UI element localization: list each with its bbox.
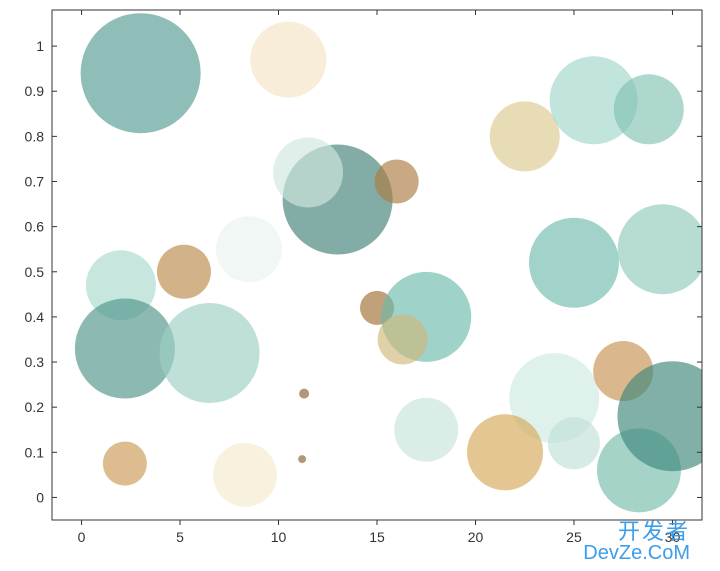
- bubble-21: [103, 442, 147, 486]
- bubble-chart: 0 5 10 15 20 25 30 0 0.1 0.2 0.3 0.4 0.5 0.6 0.7 0.8 0.9…: [0, 0, 720, 571]
- bubble-layer: [75, 13, 720, 512]
- x-tick-label: 0: [78, 529, 86, 545]
- bubble-22: [213, 443, 277, 507]
- y-tick-label: 0.8: [25, 128, 45, 144]
- y-tick-label: 0.3: [25, 354, 45, 370]
- bubble-1: [250, 22, 326, 98]
- x-tick-label: 5: [176, 529, 184, 545]
- chart-svg: 0 5 10 15 20 25 30 0 0.1 0.2 0.3 0.4 0.5 0.6 0.7 0.8 0.9…: [0, 0, 720, 571]
- bubble-10: [216, 216, 282, 282]
- bubble-25: [467, 414, 543, 490]
- bubble-6: [273, 137, 343, 207]
- y-tick-label: 0.1: [25, 444, 45, 460]
- bubble-24: [394, 398, 458, 462]
- x-tick-label: 25: [566, 529, 582, 545]
- x-tick-label: 20: [468, 529, 484, 545]
- y-tick-label: 0.6: [25, 219, 45, 235]
- bubble-7: [375, 160, 419, 204]
- bubble-17: [378, 314, 428, 364]
- bubble-0: [81, 13, 201, 133]
- bubble-4: [614, 74, 684, 144]
- bubble-18: [299, 389, 309, 399]
- bubble-9: [618, 204, 708, 294]
- x-tick-label: 10: [271, 529, 287, 545]
- bubble-23: [298, 455, 306, 463]
- bubble-26: [548, 417, 600, 469]
- bubble-2: [490, 101, 560, 171]
- bubble-14: [160, 303, 260, 403]
- y-tick-label: 1: [36, 38, 44, 54]
- y-tick-label: 0.5: [25, 264, 45, 280]
- y-tick-label: 0.4: [25, 309, 45, 325]
- y-tick-label: 0: [36, 489, 44, 505]
- y-tick-label: 0.9: [25, 83, 45, 99]
- y-tick-label: 0.7: [25, 174, 45, 190]
- bubble-8: [529, 218, 619, 308]
- x-tick-label: 30: [665, 529, 681, 545]
- y-tick-label: 0.2: [25, 399, 45, 415]
- x-tick-label: 15: [369, 529, 385, 545]
- bubble-12: [157, 245, 211, 299]
